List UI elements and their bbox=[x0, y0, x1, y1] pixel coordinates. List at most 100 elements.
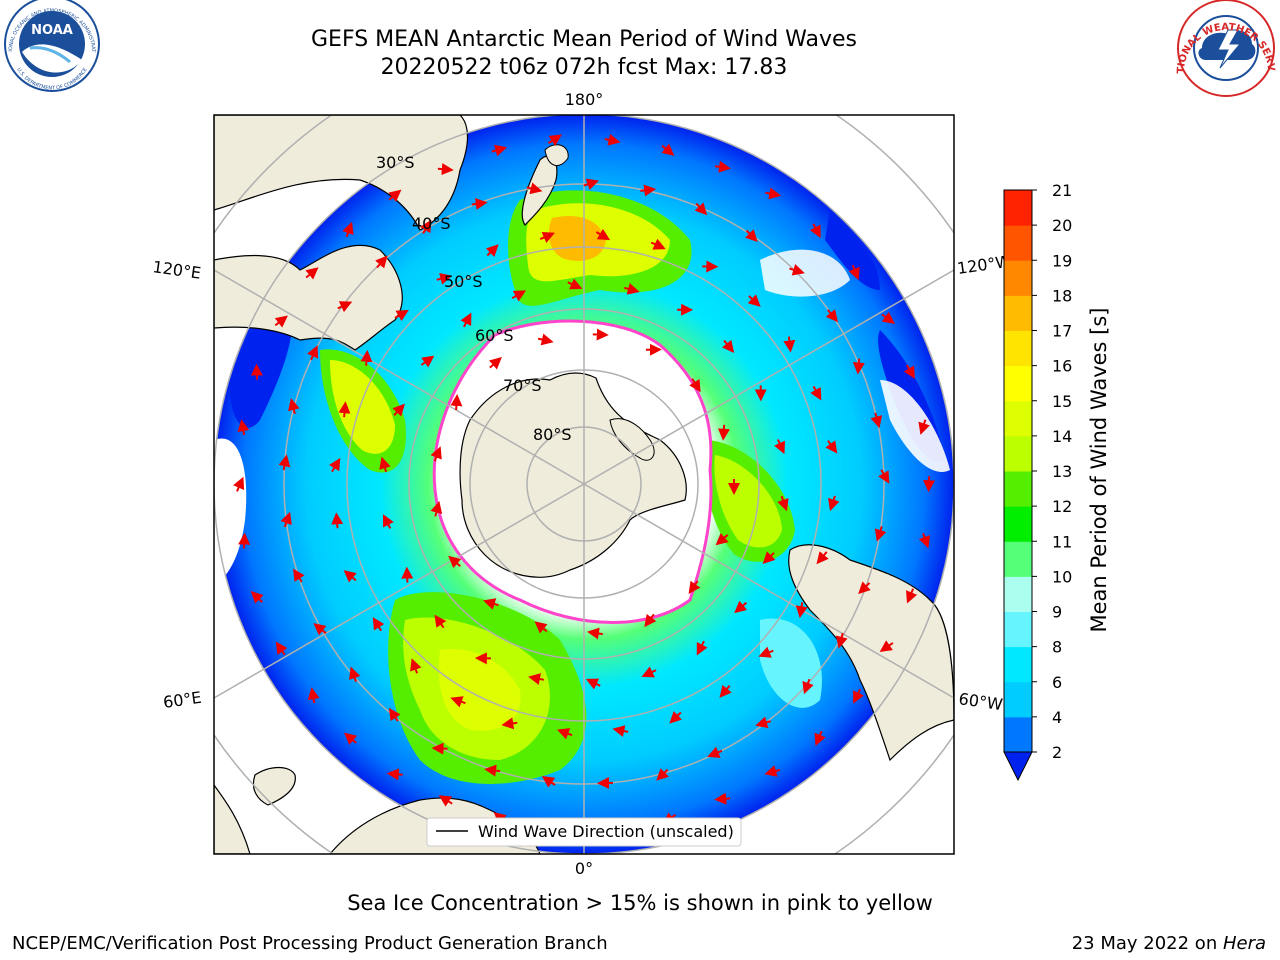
wave-direction-arrow bbox=[288, 398, 300, 414]
wave-direction-arrow bbox=[848, 264, 860, 281]
wave-direction-arrow bbox=[585, 678, 601, 690]
wave-direction-arrow bbox=[488, 357, 502, 370]
wave-direction-arrow bbox=[280, 511, 292, 528]
wind-wave-arrows bbox=[233, 133, 936, 834]
colorbar-segment bbox=[1004, 295, 1032, 331]
colorbar-tick-label: 15 bbox=[1052, 392, 1072, 411]
colorbar-segment bbox=[1004, 506, 1032, 542]
sea-ice-caption: Sea Ice Concentration > 15% is shown in … bbox=[347, 891, 933, 915]
wave-direction-arrow bbox=[436, 272, 453, 285]
wave-direction-arrow bbox=[293, 568, 305, 583]
colorbar-segment bbox=[1004, 576, 1032, 612]
wave-direction-arrow bbox=[237, 419, 250, 436]
colorbar-tick-label: 17 bbox=[1052, 322, 1072, 341]
wave-direction-arrow bbox=[852, 358, 865, 375]
wave-direction-arrow bbox=[870, 412, 883, 429]
colorbar-segment bbox=[1004, 611, 1032, 648]
wave-direction-arrow bbox=[828, 495, 840, 512]
wave-direction-arrow bbox=[612, 725, 629, 737]
lon-label-120e: 120°E bbox=[151, 257, 202, 283]
wave-direction-arrow bbox=[874, 526, 887, 542]
wave-direction-arrow bbox=[437, 163, 454, 176]
wave-direction-arrow bbox=[903, 364, 915, 379]
wave-direction-arrow bbox=[694, 202, 708, 216]
wave-direction-arrow bbox=[328, 457, 341, 473]
wave-direction-arrow bbox=[795, 602, 808, 619]
wave-direction-arrow bbox=[719, 684, 732, 698]
wave-direction-arrow bbox=[250, 591, 264, 604]
wave-direction-arrow bbox=[878, 469, 890, 484]
lon-label-60e: 60°E bbox=[162, 688, 203, 712]
wave-direction-arrow bbox=[233, 476, 245, 492]
colorbar-tick-label: 11 bbox=[1052, 532, 1072, 551]
colorbar-segment bbox=[1004, 471, 1032, 507]
wave-direction-arrow bbox=[595, 228, 611, 241]
wave-direction-arrow bbox=[483, 598, 499, 610]
colorbar-tick-label: 20 bbox=[1052, 216, 1072, 235]
wave-direction-arrow bbox=[382, 514, 394, 529]
wave-direction-arrow bbox=[661, 143, 675, 156]
wave-direction-arrow bbox=[460, 312, 472, 328]
colorbar-segment bbox=[1004, 330, 1032, 367]
wave-direction-arrow bbox=[755, 716, 771, 729]
wave-direction-arrow bbox=[501, 717, 518, 730]
wave-direction-arrow bbox=[567, 278, 583, 290]
lat-label-40s: 40°S bbox=[412, 214, 451, 233]
wave-direction-arrow bbox=[485, 244, 499, 257]
wave-direction-arrow bbox=[386, 768, 403, 781]
map-legend: Wind Wave Direction (unscaled) bbox=[426, 817, 742, 847]
wave-direction-arrow bbox=[547, 134, 562, 147]
wave-direction-arrow bbox=[430, 446, 442, 462]
wave-direction-arrow bbox=[825, 309, 839, 323]
chart-title: GEFS MEAN Antarctic Mean Period of Wind … bbox=[311, 27, 857, 52]
colorbar-segment bbox=[1004, 681, 1032, 718]
wave-direction-arrow bbox=[714, 792, 731, 805]
wave-direction-arrow bbox=[338, 401, 351, 418]
wave-direction-arrow bbox=[758, 646, 774, 658]
footer-credit: NCEP/EMC/Verification Post Processing Pr… bbox=[12, 933, 608, 954]
wave-direction-arrow bbox=[528, 673, 545, 685]
lat-label-50s: 50°S bbox=[444, 272, 483, 291]
wave-direction-arrow bbox=[810, 385, 822, 401]
wave-direction-arrow bbox=[278, 454, 291, 471]
colorbar-tick-label: 4 bbox=[1052, 708, 1062, 727]
footer-date: 23 May 2022 on Hera bbox=[1072, 933, 1266, 954]
wave-direction-arrow bbox=[331, 512, 344, 529]
wave-direction-arrow bbox=[392, 403, 405, 417]
wave-direction-arrow bbox=[783, 336, 796, 353]
wave-direction-arrow bbox=[853, 688, 864, 704]
colorbar-segment bbox=[1004, 225, 1032, 261]
wave-direction-arrow bbox=[745, 229, 758, 243]
wave-direction-arrow bbox=[379, 456, 391, 473]
wave-direction-arrow bbox=[814, 730, 826, 747]
wave-direction-arrow bbox=[777, 495, 789, 512]
lat-label-60s: 60°S bbox=[475, 326, 514, 345]
wave-direction-arrow bbox=[410, 658, 422, 674]
wave-direction-arrow bbox=[906, 588, 918, 604]
wave-direction-arrow bbox=[858, 581, 871, 595]
wave-direction-arrow bbox=[825, 440, 838, 454]
colorbar-tick-label: 14 bbox=[1052, 427, 1072, 446]
wave-direction-arrow bbox=[689, 378, 701, 393]
colorbar-tick-label: 19 bbox=[1052, 251, 1072, 270]
colorbar-segment bbox=[1004, 260, 1032, 296]
wave-direction-arrow bbox=[343, 570, 357, 583]
colorbar-tick-label: 12 bbox=[1052, 497, 1072, 516]
wave-direction-arrow bbox=[656, 768, 669, 781]
wave-direction-arrow bbox=[307, 345, 319, 361]
wave-direction-arrow bbox=[337, 301, 353, 313]
colorbar: 2 4 6 8 9 10 11 12 13 14 15 16 17 18 19 20 21 bbox=[1003, 181, 1072, 782]
wave-direction-arrow bbox=[641, 666, 657, 678]
wave-direction-arrow bbox=[623, 283, 640, 295]
wave-direction-arrow bbox=[307, 687, 320, 704]
noaa-logo: NOAA NATIONAL OCEANIC AND ATMOSPHERIC AD… bbox=[0, 0, 100, 92]
wave-direction-arrow bbox=[764, 765, 781, 777]
wave-direction-arrow bbox=[388, 707, 401, 722]
wave-direction-arrow bbox=[344, 732, 358, 745]
asia-landmass bbox=[214, 115, 469, 231]
wave-direction-arrow bbox=[275, 641, 288, 656]
colorbar-tick-label: 2 bbox=[1052, 743, 1062, 762]
lat-label-70s: 70°S bbox=[503, 376, 542, 395]
chart-subtitle: 20220522 t06z 072h fcst Max: 17.83 bbox=[380, 55, 788, 80]
lon-label-180: 180° bbox=[565, 90, 604, 109]
